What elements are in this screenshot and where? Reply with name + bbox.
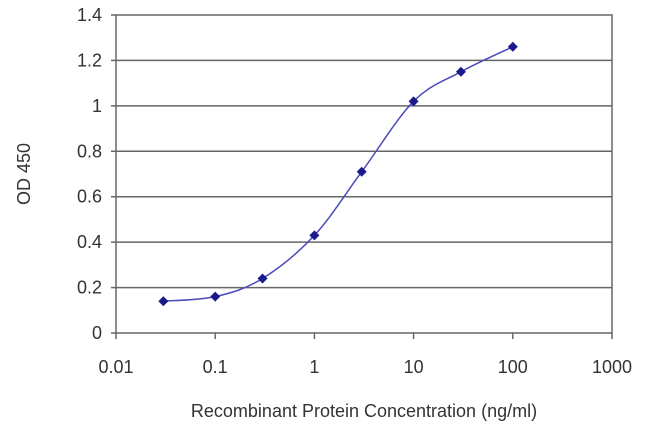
y-axis-title: OD 450 xyxy=(14,143,34,205)
data-point xyxy=(408,96,419,107)
x-tick-label: 1000 xyxy=(592,357,632,377)
data-point xyxy=(257,273,268,284)
series-curve xyxy=(163,46,514,302)
y-tick-label: 1 xyxy=(92,96,102,116)
data-point xyxy=(309,230,320,241)
y-tick-label: 0.8 xyxy=(77,141,102,161)
y-tick-label: 0.4 xyxy=(77,232,102,252)
x-axis-title: Recombinant Protein Concentration (ng/ml… xyxy=(191,401,537,421)
data-point xyxy=(455,66,466,77)
data-point xyxy=(356,166,367,177)
y-tick-label: 0.6 xyxy=(77,187,102,207)
series-points xyxy=(158,41,518,307)
grid-lines xyxy=(116,59,612,289)
data-point xyxy=(210,291,221,302)
y-tick-label: 0 xyxy=(92,323,102,343)
x-axis-ticks: 0.01 0.1 1 10 100 1000 xyxy=(98,333,632,377)
y-tick-label: 0.2 xyxy=(77,278,102,298)
x-tick-label: 0.01 xyxy=(98,357,133,377)
x-tick-label: 10 xyxy=(404,357,424,377)
y-tick-label: 1.2 xyxy=(77,50,102,70)
x-tick-label: 100 xyxy=(498,357,528,377)
data-point xyxy=(158,296,169,307)
x-tick-label: 1 xyxy=(309,357,319,377)
data-point xyxy=(507,41,518,52)
y-tick-label: 1.4 xyxy=(77,5,102,25)
x-tick-label: 0.1 xyxy=(203,357,228,377)
y-axis-ticks: 0 0.2 0.4 0.6 0.8 1 1.2 1.4 xyxy=(77,5,116,343)
